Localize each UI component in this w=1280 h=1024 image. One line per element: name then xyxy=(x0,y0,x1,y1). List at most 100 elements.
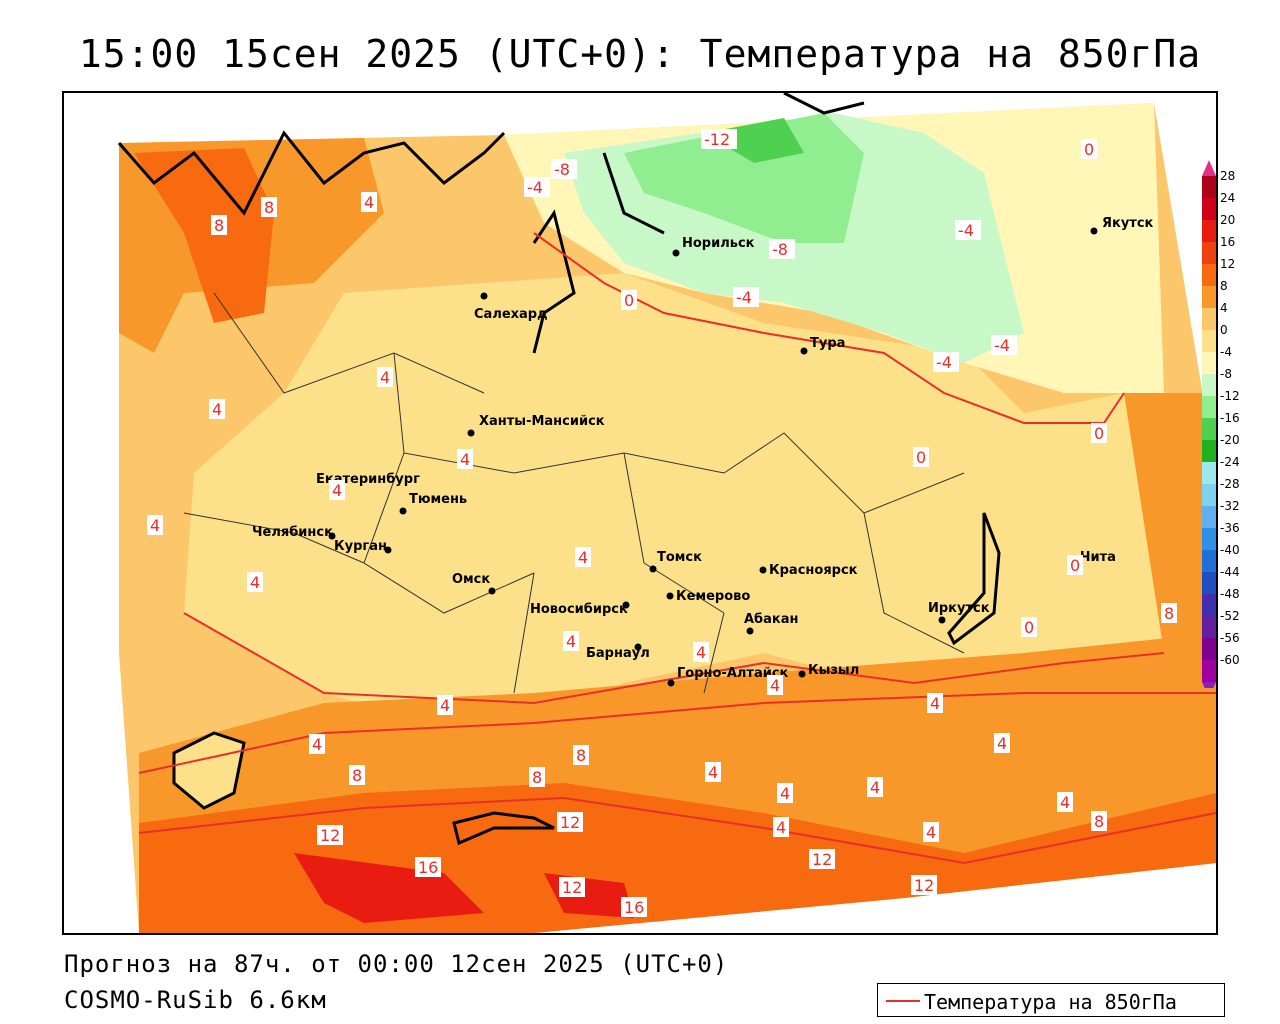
city-label: Горно-Алтайск xyxy=(677,666,789,681)
contour-label-bg xyxy=(923,822,939,842)
colorbar-blocks xyxy=(1202,160,1216,688)
contour-label-bg xyxy=(1091,811,1107,831)
contour-label-bg xyxy=(1067,555,1083,575)
city-marker xyxy=(938,616,946,624)
colorbar-swatch xyxy=(1202,462,1216,484)
contour-label-bg xyxy=(1057,792,1073,812)
contour-label: 4 xyxy=(578,548,588,567)
colorbar-swatch xyxy=(1202,616,1216,638)
city-marker xyxy=(399,507,407,515)
legend: Температура на 850гПа xyxy=(877,983,1225,1017)
contour-label-bg xyxy=(867,777,883,797)
contour-label: 12 xyxy=(320,826,340,845)
contour-label-bg xyxy=(621,290,637,310)
contour-labels-layer: -12 -8 -8 -4 -4 -4 -4 -4 0 0 0 0 0 0 4 4 4 4 4 4 4 4 4 4 4 4 4 4 4 4 4… xyxy=(147,129,1177,917)
city-label: Курган xyxy=(334,539,387,554)
contour-label: 4 xyxy=(1060,793,1070,812)
contour-label: 8 xyxy=(352,766,362,785)
contour-label: -4 xyxy=(958,221,974,240)
city-label: Челябинск xyxy=(252,525,333,540)
contour-label: -8 xyxy=(554,160,570,179)
city-marker xyxy=(1090,227,1098,235)
city-marker xyxy=(467,429,475,437)
contour-label: 0 xyxy=(1084,140,1094,159)
contour-label-bg xyxy=(563,631,579,651)
contour-label: 0 xyxy=(1024,618,1034,637)
contour-label-bg xyxy=(927,693,943,713)
colorbar-tick-label: -20 xyxy=(1220,433,1240,447)
contour-label: 12 xyxy=(914,876,934,895)
city-marker xyxy=(667,679,675,687)
colorbar-swatch xyxy=(1202,286,1216,308)
colorbar-swatch xyxy=(1202,352,1216,374)
contour-label: 4 xyxy=(870,778,880,797)
arctic-coastline xyxy=(117,93,865,354)
field-west-12 xyxy=(134,148,274,323)
contour-label-bg xyxy=(573,745,589,765)
colorbar-swatch xyxy=(1202,374,1216,396)
colorbar-swatch xyxy=(1202,594,1216,616)
colorbar: 28 24 20 16 12 8 4 0 -4 -8 -12 -16 -20 -24 -28 -32 -36 -4… xyxy=(1202,160,1240,688)
city-marker xyxy=(622,601,630,609)
contour-label-bg xyxy=(457,449,473,469)
map-title: 15:00 15сен 2025 (UTC+0): Температура на… xyxy=(78,32,1202,76)
colorbar-tick-label: -36 xyxy=(1220,521,1240,535)
city-label: Якутск xyxy=(1102,216,1154,231)
city-label: Кемерово xyxy=(676,589,750,604)
colorbar-tick-label: -4 xyxy=(1220,345,1232,359)
city-label: Томск xyxy=(657,550,702,565)
contour-label: 0 xyxy=(624,291,634,310)
contour-label-bg xyxy=(437,695,453,715)
contour-label: -8 xyxy=(772,240,788,259)
contour-label: 4 xyxy=(708,763,718,782)
city-marker xyxy=(480,292,488,300)
city-label: Новосибирск xyxy=(530,602,628,617)
colorbar-bottom-arrow xyxy=(1202,682,1216,688)
contour-label-bg xyxy=(777,783,793,803)
city-marker xyxy=(634,643,642,651)
contour-label: 4 xyxy=(250,573,260,592)
admin-borders xyxy=(183,292,965,694)
city-marker xyxy=(328,532,336,540)
colorbar-tick-label: 12 xyxy=(1220,257,1235,271)
contour-label-bg xyxy=(933,352,959,372)
caspian-outline xyxy=(172,731,246,810)
contour-label-bg xyxy=(377,367,393,387)
contour-label: 4 xyxy=(930,694,940,713)
legend-line-sample xyxy=(886,1000,920,1002)
contour-label-bg xyxy=(621,897,647,917)
contour-12 xyxy=(138,796,1216,865)
contour-label-bg xyxy=(529,767,545,787)
contour-label-bg xyxy=(1161,603,1177,623)
colorbar-swatch xyxy=(1202,550,1216,572)
contour-label-bg xyxy=(1081,139,1097,159)
city-label: Омск xyxy=(452,572,490,587)
contour-label-bg xyxy=(1021,617,1037,637)
colorbar-swatch xyxy=(1202,242,1216,264)
field-north-minus8 xyxy=(624,113,864,243)
colorbar-tick-label: 24 xyxy=(1220,191,1235,205)
colorbar-top-arrow xyxy=(1202,160,1216,176)
contour-label-bg xyxy=(211,215,227,235)
contour-label: -4 xyxy=(736,288,752,307)
colorbar-tick-label: -28 xyxy=(1220,477,1240,491)
contour-label-bg xyxy=(955,220,981,240)
colorbar-tick-label: -56 xyxy=(1220,631,1240,645)
city-label: Иркутск xyxy=(928,601,990,616)
contour-label: 4 xyxy=(440,696,450,715)
city-marker xyxy=(800,347,808,355)
contour-label: -4 xyxy=(936,353,952,372)
city-label: Тура xyxy=(810,336,845,351)
field-south-16 xyxy=(294,853,484,923)
contour-label: 0 xyxy=(1094,424,1104,443)
colorbar-swatch xyxy=(1202,528,1216,550)
city-marker xyxy=(672,249,680,257)
contour-label-bg xyxy=(309,734,325,754)
city-label: Красноярск xyxy=(769,563,858,578)
contour-label-bg xyxy=(693,642,709,662)
colorbar-tick-label: -32 xyxy=(1220,499,1240,513)
contour-label: 12 xyxy=(812,850,832,869)
contour-label: 4 xyxy=(997,734,1007,753)
contour-label: 16 xyxy=(624,898,644,917)
colorbar-tick-label: -8 xyxy=(1220,367,1232,381)
